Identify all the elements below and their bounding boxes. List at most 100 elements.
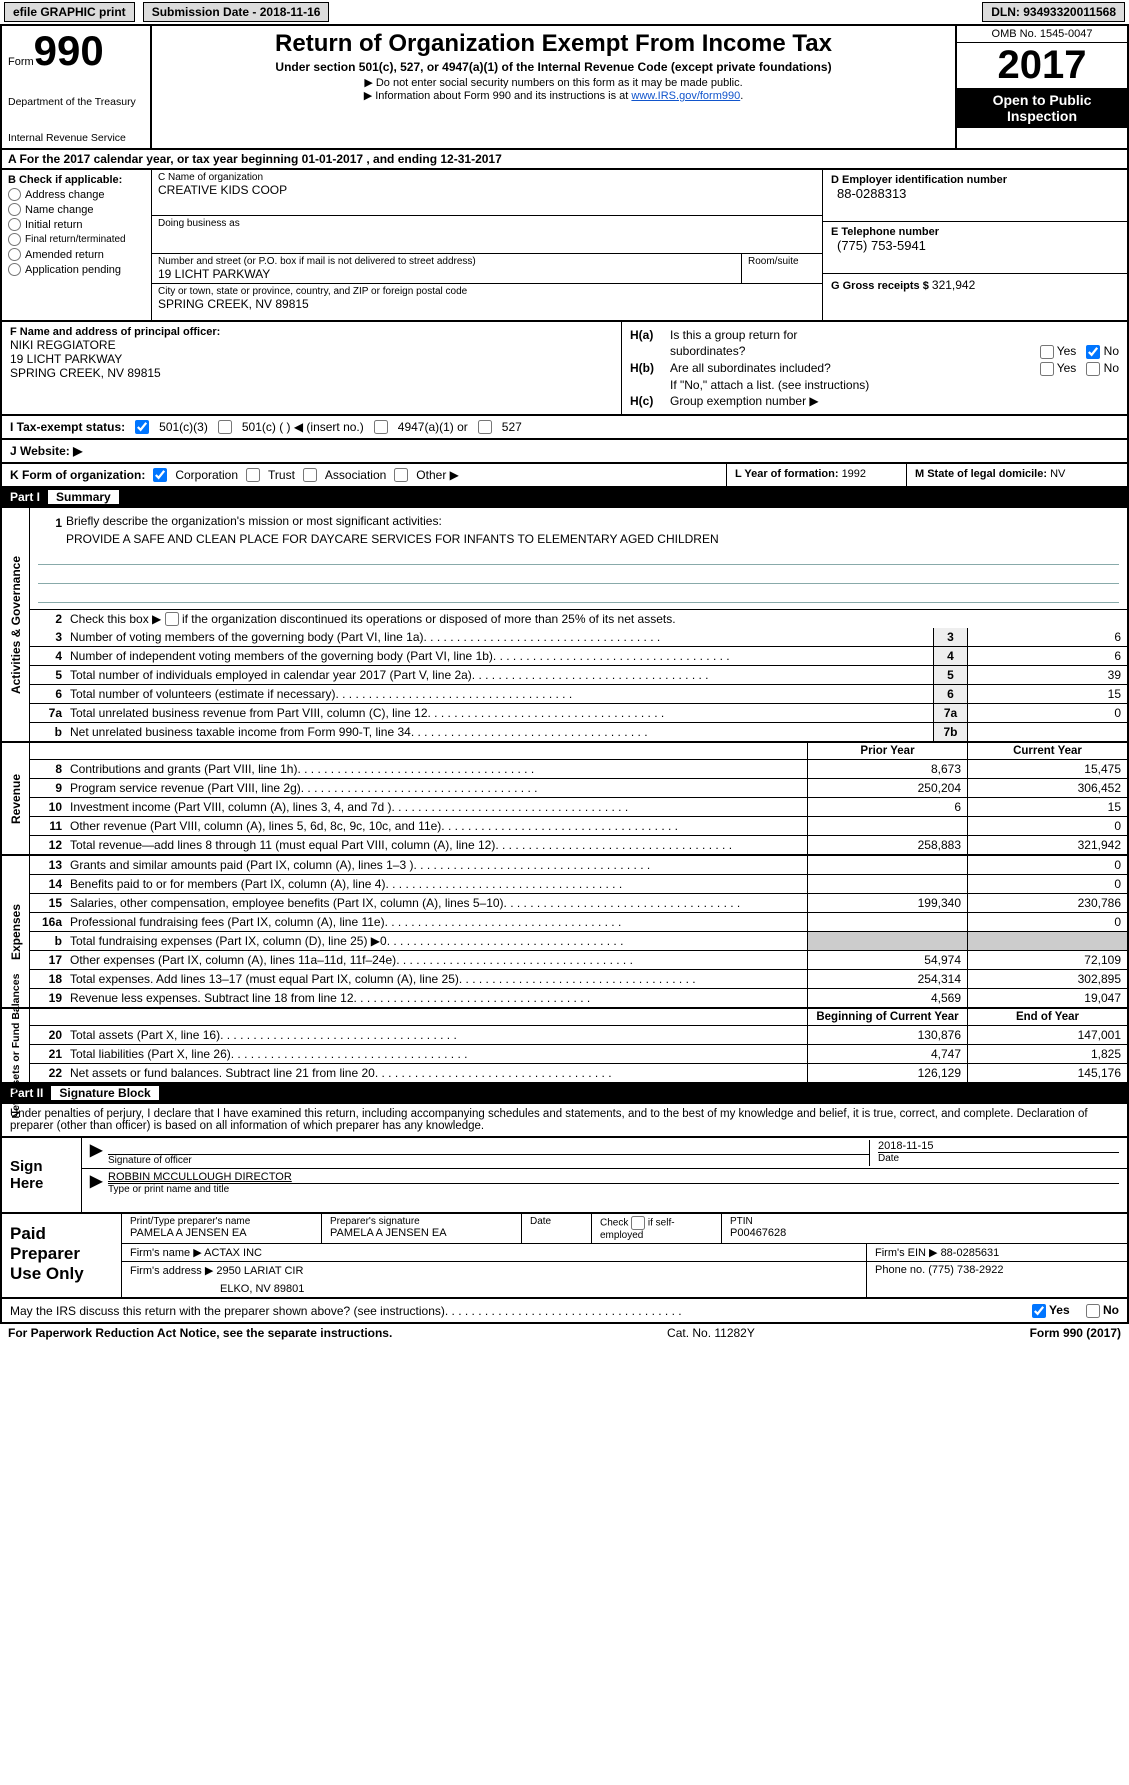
ha-text1: Is this a group return for	[670, 328, 1119, 342]
org-name: CREATIVE KIDS COOP	[158, 183, 816, 197]
paid-word2: Preparer	[10, 1244, 113, 1264]
hb-no: No	[1104, 361, 1119, 375]
hb-label: H(b)	[630, 361, 670, 375]
data-line: 13 Grants and similar amounts paid (Part…	[30, 856, 1127, 875]
hb-yes-check[interactable]	[1040, 362, 1054, 376]
opt-initial: Initial return	[25, 219, 82, 231]
opt-amended: Amended return	[25, 249, 104, 261]
paid-word3: Use Only	[10, 1264, 113, 1284]
section-d-e-g: D Employer identification number 88-0288…	[822, 170, 1127, 320]
officer-label: F Name and address of principal officer:	[10, 326, 613, 338]
check-other[interactable]	[394, 468, 408, 482]
current-year-header: Current Year	[967, 743, 1127, 759]
dln-label: DLN:	[991, 5, 1023, 19]
officer-name: NIKI REGGIATORE	[10, 338, 613, 352]
check-trust[interactable]	[246, 468, 260, 482]
part1-governance: Activities & Governance 1Briefly describ…	[0, 508, 1129, 744]
opt-name-change: Name change	[25, 204, 94, 216]
opt-other: Other ▶	[416, 468, 459, 482]
opt-address-change: Address change	[25, 189, 105, 201]
gross-value: 321,942	[932, 278, 975, 292]
instructions-link[interactable]: www.IRS.gov/form990	[631, 90, 740, 102]
data-line: 19 Revenue less expenses. Subtract line …	[30, 989, 1127, 1007]
part1-header: Part I Summary	[0, 488, 1129, 508]
data-line: 22 Net assets or fund balances. Subtract…	[30, 1064, 1127, 1082]
opt-501c: 501(c) ( ) ◀ (insert no.)	[242, 420, 364, 434]
check-discontinued[interactable]	[165, 612, 179, 626]
check-4947[interactable]	[374, 420, 388, 434]
firm-addr-label: Firm's address ▶	[130, 1265, 216, 1277]
street-value: 19 LICHT PARKWAY	[158, 267, 735, 281]
check-self-employed[interactable]	[631, 1216, 645, 1230]
data-line: 17 Other expenses (Part IX, column (A), …	[30, 951, 1127, 970]
ha-yes: Yes	[1057, 344, 1077, 358]
firm-addr1: 2950 LARIAT CIR	[216, 1265, 303, 1277]
governance-line: 7a Total unrelated business revenue from…	[30, 704, 1127, 723]
irs-discuss-yes-check[interactable]	[1032, 1304, 1046, 1318]
officer-addr1: 19 LICHT PARKWAY	[10, 352, 613, 366]
check-address-change[interactable]	[8, 188, 21, 201]
ein-label: D Employer identification number	[831, 174, 1119, 186]
check-501c[interactable]	[218, 420, 232, 434]
check-501c3[interactable]	[135, 420, 149, 434]
paid-word1: Paid	[10, 1224, 113, 1244]
section-bcde: B Check if applicable: Address change Na…	[0, 170, 1129, 322]
vert-revenue-text: Revenue	[9, 774, 23, 824]
ptin-value: P00467628	[730, 1227, 1119, 1239]
data-line: 16a Professional fundraising fees (Part …	[30, 913, 1127, 932]
check-corporation[interactable]	[153, 468, 167, 482]
city-value: SPRING CREEK, NV 89815	[158, 297, 816, 311]
data-line: 11 Other revenue (Part VIII, column (A),…	[30, 817, 1127, 836]
row-j-label: J Website: ▶	[10, 444, 82, 458]
year-formation: 1992	[842, 468, 866, 480]
check-amended[interactable]	[8, 248, 21, 261]
note-ssn: ▶ Do not enter social security numbers o…	[162, 76, 945, 89]
firm-ein: 88-0285631	[941, 1247, 1000, 1259]
preparer-sig-label: Preparer's signature	[330, 1216, 513, 1227]
ha-no-check[interactable]	[1086, 345, 1100, 359]
ha-no: No	[1104, 344, 1119, 358]
check-527[interactable]	[478, 420, 492, 434]
top-bar: efile GRAPHIC print Submission Date - 20…	[0, 0, 1129, 26]
tax-year: 2017	[957, 43, 1127, 88]
preparer-date-label: Date	[530, 1216, 583, 1227]
irs-discuss-no-check[interactable]	[1086, 1304, 1100, 1318]
city-label: City or town, state or province, country…	[158, 286, 816, 297]
part1-balances: Net Assets or Fund Balances Beginning of…	[0, 1009, 1129, 1084]
efile-print-button[interactable]: efile GRAPHIC print	[4, 2, 135, 22]
form-number: 990	[34, 27, 104, 74]
row-j-website: J Website: ▶	[0, 440, 1129, 464]
check-initial-return[interactable]	[8, 218, 21, 231]
h-instructions: If "No," attach a list. (see instruction…	[670, 378, 1119, 392]
dln-box: DLN: 93493320011568	[982, 2, 1125, 22]
revenue-header-row: Prior Year Current Year	[30, 743, 1127, 760]
data-line: 12 Total revenue—add lines 8 through 11 …	[30, 836, 1127, 854]
submission-date-box: Submission Date - 2018-11-16	[143, 2, 330, 22]
governance-line: 5 Total number of individuals employed i…	[30, 666, 1127, 685]
opt-trust: Trust	[268, 468, 295, 482]
room-label: Room/suite	[748, 256, 816, 267]
row-a-tax-year: A For the 2017 calendar year, or tax yea…	[0, 150, 1129, 170]
check-name-change[interactable]	[8, 203, 21, 216]
governance-line: 6 Total number of volunteers (estimate i…	[30, 685, 1127, 704]
form-title: Return of Organization Exempt From Incom…	[162, 30, 945, 58]
hc-label: H(c)	[630, 394, 670, 408]
sign-section: Sign Here ▶ Signature of officer 2018-11…	[0, 1138, 1129, 1214]
open-public-2: Inspection	[959, 108, 1125, 124]
check-application-pending[interactable]	[8, 263, 21, 276]
footer-form: Form 990 (2017)	[1030, 1326, 1121, 1340]
check-final-return[interactable]	[8, 233, 21, 246]
row-k-state: M State of legal domicile: NV	[907, 464, 1127, 486]
dba-label: Doing business as	[158, 218, 816, 229]
state-domicile-label: M State of legal domicile:	[915, 468, 1050, 480]
vert-balances: Net Assets or Fund Balances	[2, 1009, 30, 1082]
paid-preparer-section: Paid Preparer Use Only Print/Type prepar…	[0, 1214, 1129, 1299]
data-line: 14 Benefits paid to or for members (Part…	[30, 875, 1127, 894]
part1-expenses: Expenses 13 Grants and similar amounts p…	[0, 856, 1129, 1009]
check-association[interactable]	[303, 468, 317, 482]
header-right: OMB No. 1545-0047 2017 Open to Public In…	[957, 26, 1127, 148]
ha-yes-check[interactable]	[1040, 345, 1054, 359]
sig-officer-label: Signature of officer	[108, 1154, 869, 1166]
hb-no-check[interactable]	[1086, 362, 1100, 376]
governance-line: 4 Number of independent voting members o…	[30, 647, 1127, 666]
